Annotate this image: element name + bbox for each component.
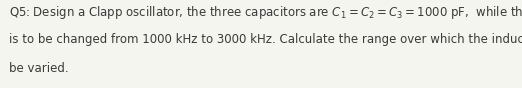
Text: Q5: Design a Clapp oscillator, the three capacitors are $C_1 = C_2 = C_3 =1000$ : Q5: Design a Clapp oscillator, the three…: [9, 4, 522, 21]
Text: is to be changed from 1000 kHz to 3000 kHz. Calculate the range over which the i: is to be changed from 1000 kHz to 3000 k…: [9, 33, 522, 46]
Text: be varied.: be varied.: [9, 62, 69, 76]
